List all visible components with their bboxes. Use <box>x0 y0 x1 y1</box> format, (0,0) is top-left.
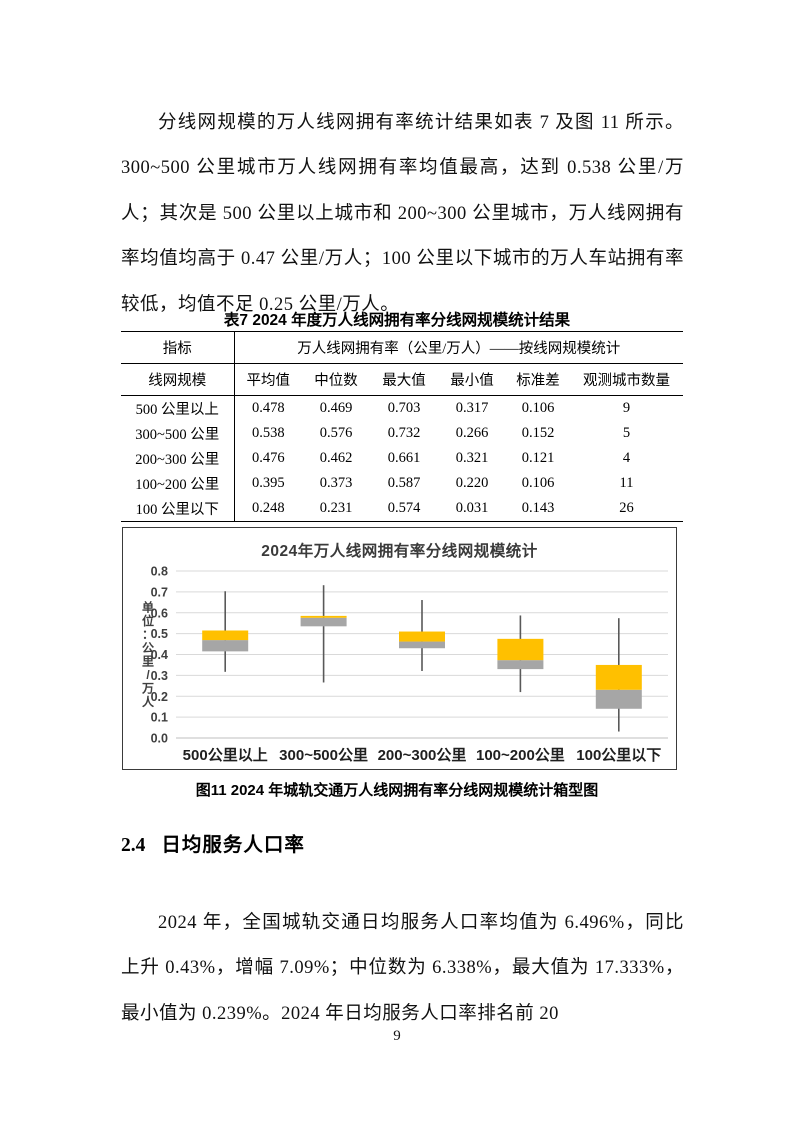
y-tick-label: 0.7 <box>151 585 168 599</box>
paragraph-service-population: 2024 年，全国城轨交通日均服务人口率均值为 6.496%，同比上升 0.43… <box>121 912 684 1024</box>
value-cell: 0.476 <box>251 450 285 466</box>
header-cell-city-count: 观测城市数量 <box>583 373 670 389</box>
x-category-label: 200~300公里 <box>378 747 467 764</box>
box-upper-quartile <box>300 615 347 618</box>
box-upper-quartile <box>399 631 445 642</box>
value-cell: 0.395 <box>251 475 285 491</box>
table7-header-row-1: 指标 万人线网拥有率（公里/万人）——按线网规模统计 <box>121 331 683 364</box>
box-lower-quartile <box>300 617 347 627</box>
value-cell: 0.031 <box>455 500 489 516</box>
value-cell: 0.266 <box>455 425 489 441</box>
value-cell: 0.152 <box>521 425 555 441</box>
table7: 指标 万人线网拥有率（公里/万人）——按线网规模统计 线网规模 平均值 中位数 … <box>121 331 683 522</box>
header-cell-max: 最大值 <box>382 373 426 389</box>
value-cell: 0.538 <box>251 425 285 441</box>
boxplot-chart: 0.0 0.1 0.2 0.3 0.4 0.5 0.6 0.7 0.8 单位：公里/万人 500公里… <box>141 565 668 764</box>
box-lower-quartile <box>202 640 249 652</box>
table-row: 300~500 公里 0.538 0.576 0.732 0.266 0.152 5 <box>121 421 683 446</box>
value-cell: 11 <box>619 475 634 491</box>
value-cell: 0.703 <box>387 400 421 416</box>
value-cell: 0.121 <box>521 450 555 466</box>
value-cell: 0.220 <box>455 475 489 491</box>
value-cell: 0.661 <box>387 450 421 466</box>
x-category-label: 300~500公里 <box>279 747 368 764</box>
x-category-label: 100~200公里 <box>476 747 565 764</box>
page-number: 9 <box>393 1028 401 1044</box>
header-cell-mean: 平均值 <box>246 373 291 389</box>
figure-11-caption: 图11 2024 年城轨交通万人线网拥有率分线网规模统计箱型图 <box>195 782 599 799</box>
section-title: 日均服务人口率 <box>161 835 305 856</box>
row-label-cell: 100~200 公里 <box>121 471 235 496</box>
paragraph-network-ownership: 分线网规模的万人线网拥有率统计结果如表 7 及图 11 所示。300~500 公… <box>121 112 684 315</box>
value-cell: 0.576 <box>319 425 353 441</box>
value-cell: 0.462 <box>319 450 353 466</box>
table7-title: 表7 2024 年度万人线网拥有率分线网规模统计结果 <box>223 312 571 329</box>
value-cell: 0.143 <box>521 500 555 516</box>
header-cell-metric-span: 万人线网拥有率（公里/万人）——按线网规模统计 <box>297 341 621 357</box>
table-row: 200~300 公里 0.476 0.462 0.661 0.321 0.121 4 <box>121 446 683 471</box>
y-tick-label: 0.4 <box>151 648 168 662</box>
table-row: 100~200 公里 0.395 0.373 0.587 0.220 0.106 11 <box>121 471 683 496</box>
box-upper-quartile <box>595 664 642 690</box>
table-row: 100 公里以下 0.248 0.231 0.574 0.031 0.143 26 <box>121 496 683 522</box>
y-tick-label: 0.2 <box>151 690 168 704</box>
table-row: 500 公里以上 0.478 0.469 0.703 0.317 0.106 9 <box>121 395 683 421</box>
header-cell-scale: 线网规模 <box>121 363 235 396</box>
y-tick-label: 0.3 <box>151 669 168 683</box>
value-cell: 0.106 <box>521 475 555 491</box>
row-label-cell: 500 公里以上 <box>121 395 235 421</box>
value-cell: 4 <box>622 450 631 466</box>
x-category-label: 500公里以上 <box>183 747 268 764</box>
header-cell-median: 中位数 <box>314 373 358 389</box>
value-cell: 9 <box>622 400 631 416</box>
table7-header-row-2: 线网规模 平均值 中位数 最大值 最小值 标准差 观测城市数量 <box>121 363 683 396</box>
value-cell: 5 <box>622 425 631 441</box>
header-cell-min: 最小值 <box>450 373 494 389</box>
box-lower-quartile <box>497 660 544 670</box>
value-cell: 0.732 <box>387 425 421 441</box>
box-upper-quartile <box>497 638 544 661</box>
y-axis-title: 单位：公里/万人 <box>141 599 155 709</box>
table7-body: 500 公里以上 0.478 0.469 0.703 0.317 0.106 9 300~50… <box>121 395 683 522</box>
section-number: 2.4 <box>121 835 146 856</box>
row-label-cell: 300~500 公里 <box>121 421 235 446</box>
value-cell: 0.106 <box>521 400 555 416</box>
value-cell: 0.373 <box>319 475 353 491</box>
row-label-cell: 200~300 公里 <box>121 446 235 471</box>
y-tick-label: 0.0 <box>151 732 168 746</box>
section-heading-2-4: 2.4 日均服务人口率 <box>121 828 305 857</box>
value-cell: 0.478 <box>251 400 285 416</box>
y-tick-label: 0.6 <box>151 606 168 620</box>
chart-title: 2024年万人线网拥有率分线网规模统计 <box>261 543 538 560</box>
value-cell: 26 <box>619 500 634 516</box>
row-label-cell: 100 公里以下 <box>121 496 235 522</box>
y-tick-label: 0.1 <box>151 711 168 725</box>
value-cell: 0.587 <box>387 475 421 491</box>
value-cell: 0.469 <box>319 400 353 416</box>
table7-container: 指标 万人线网拥有率（公里/万人）——按线网规模统计 线网规模 平均值 中位数 … <box>121 331 683 522</box>
value-cell: 0.321 <box>455 450 489 466</box>
header-cell-std: 标准差 <box>516 373 560 389</box>
y-tick-label: 0.5 <box>151 627 168 641</box>
value-cell: 0.248 <box>251 500 285 516</box>
value-cell: 0.574 <box>387 500 421 516</box>
value-cell: 0.317 <box>455 400 489 416</box>
x-category-label: 100公里以下 <box>576 747 661 764</box>
box-upper-quartile <box>202 630 249 641</box>
value-cell: 0.231 <box>319 500 353 516</box>
figure-11-chart-frame: 0.0 0.1 0.2 0.3 0.4 0.5 0.6 0.7 0.8 单位：公里/万人 500公里… <box>122 527 677 770</box>
y-tick-label: 0.8 <box>151 565 168 579</box>
header-cell-indicator: 指标 <box>121 331 235 364</box>
box-lower-quartile <box>399 641 445 649</box>
box-lower-quartile <box>595 689 642 709</box>
